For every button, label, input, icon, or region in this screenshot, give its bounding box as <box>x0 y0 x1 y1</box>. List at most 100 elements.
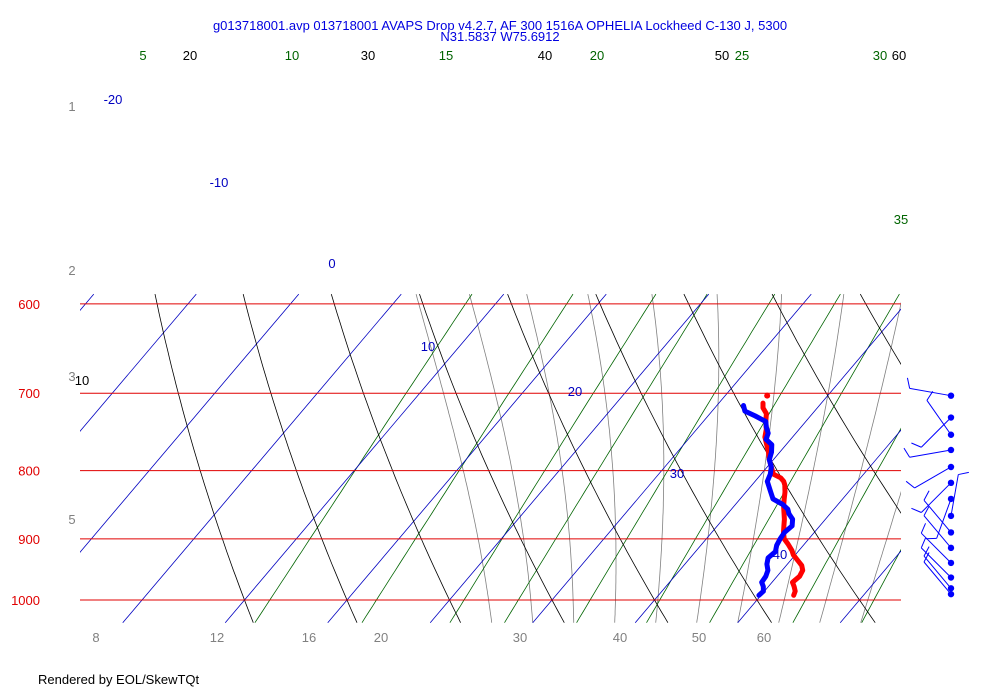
dry-adiabat-line <box>507 293 669 623</box>
dry-adiabat-label: 50 <box>715 48 729 63</box>
isotherm-label: -10 <box>210 175 229 190</box>
isotherm-label: 20 <box>568 384 582 399</box>
dry-adiabat-line <box>330 293 461 623</box>
moist-adiabat-line <box>696 294 720 623</box>
wind-barb <box>911 414 955 448</box>
isotherm-label: 0 <box>328 256 335 271</box>
wind-barb <box>906 377 955 399</box>
mixing-ratio-label: 35 <box>894 212 908 227</box>
wind-barb-dot <box>947 559 955 567</box>
isotherm-label: -20 <box>104 92 123 107</box>
mixing-ratio-label: 25 <box>735 48 749 63</box>
wind-barb-staff <box>936 498 952 539</box>
moist-adiabat-line <box>860 490 901 623</box>
dry-adiabat-line <box>154 294 254 623</box>
isotherm-line <box>224 293 505 623</box>
wind-barb-flag <box>905 480 915 489</box>
isotherm-line <box>634 308 901 623</box>
temperature-point <box>764 392 771 399</box>
isotherm-line <box>80 293 197 432</box>
bottom-temperature-label: 16 <box>302 630 316 645</box>
wind-barb-staff <box>926 400 952 436</box>
wind-barb-staff <box>909 449 952 458</box>
isotherm-line <box>532 293 812 623</box>
dewpoint-profile <box>741 403 796 598</box>
isotherm-line <box>429 293 710 623</box>
wind-barb <box>926 391 955 438</box>
wind-barb <box>903 446 955 458</box>
bottom-temperature-label: 8 <box>92 630 99 645</box>
wind-barb-flag <box>923 505 930 516</box>
dry-adiabat-label: 10 <box>75 373 89 388</box>
mixing-ratio-label: 10 <box>285 48 299 63</box>
wind-barb <box>920 523 955 567</box>
wind-barb-staff <box>914 466 952 489</box>
wind-barb <box>925 495 955 540</box>
wind-barb-dot <box>947 544 955 552</box>
wind-barb <box>911 479 955 513</box>
height-label-km: 3 <box>68 369 75 384</box>
mixing-ratio-line <box>449 293 657 623</box>
dry-adiabat-line <box>948 294 1000 623</box>
wind-barb-staff <box>920 417 952 448</box>
mixing-ratio-line <box>646 293 841 623</box>
wind-barb-flag <box>923 490 930 501</box>
mixing-ratio-label: 15 <box>439 48 453 63</box>
wind-barb-flag <box>911 507 922 513</box>
chart-subtitle: N31.5837 W75.6912 <box>440 29 560 44</box>
isotherm-line <box>80 293 95 311</box>
dry-adiabat-line <box>859 293 901 365</box>
bottom-temperature-label: 50 <box>692 630 706 645</box>
wind-barb-flag <box>958 471 969 476</box>
wind-barb-dot <box>947 512 955 520</box>
bottom-temperature-label: 20 <box>374 630 388 645</box>
dry-adiabat-label: 40 <box>538 48 552 63</box>
wind-barb <box>947 471 969 520</box>
isotherm-label: 10 <box>421 339 435 354</box>
moist-adiabat-line <box>469 293 534 623</box>
wind-barb-flag <box>920 537 927 549</box>
wind-barb <box>923 546 955 592</box>
wind-barb-staff <box>923 555 952 589</box>
bottom-temperature-label: 40 <box>613 630 627 645</box>
dry-adiabat-label: 30 <box>361 48 375 63</box>
mixing-ratio-line <box>792 427 901 623</box>
isotherm-label: 30 <box>670 466 684 481</box>
moist-adiabat-line <box>737 294 782 623</box>
mixing-ratio-line <box>504 293 708 623</box>
pressure-label: 900 <box>18 532 40 547</box>
isotherm-line <box>737 429 901 623</box>
wind-barb-dot <box>947 574 955 581</box>
wind-barb <box>923 552 955 598</box>
bottom-temperature-label: 12 <box>210 630 224 645</box>
wind-barb-dot <box>947 392 955 399</box>
wind-barb-flag <box>903 447 911 458</box>
mixing-ratio-label: 30 <box>873 48 887 63</box>
wind-barb-flag <box>911 442 922 448</box>
wind-barb-dot <box>947 463 955 471</box>
dry-adiabat-line <box>771 293 901 514</box>
mixing-ratio-line <box>709 293 900 623</box>
wind-barb <box>923 505 955 552</box>
bottom-temperature-label: 30 <box>513 630 527 645</box>
footer-credit: Rendered by EOL/SkewTQt <box>38 672 200 687</box>
moist-adiabat-line <box>902 294 1000 623</box>
wind-barb-dot <box>947 479 955 487</box>
wind-barb-staff <box>923 499 952 533</box>
isotherm-line <box>327 293 607 623</box>
wind-barb-flag <box>923 546 930 557</box>
pressure-label: 1000 <box>11 593 40 608</box>
moist-adiabat-line <box>819 301 901 623</box>
moist-adiabat-line <box>415 293 493 623</box>
wind-barb <box>923 490 955 536</box>
wind-barb-staff <box>920 482 952 513</box>
mixing-ratio-line <box>254 293 473 623</box>
isotherm-line <box>122 293 402 623</box>
chart-title: g013718001.avp 013718001 AVAPS Drop v4.2… <box>212 18 788 33</box>
mixing-ratio-line <box>576 293 776 623</box>
dry-adiabat-line <box>419 293 565 623</box>
pressure-label: 700 <box>18 386 40 401</box>
wind-barb-dot <box>947 446 955 454</box>
wind-barb-flag <box>920 523 927 534</box>
